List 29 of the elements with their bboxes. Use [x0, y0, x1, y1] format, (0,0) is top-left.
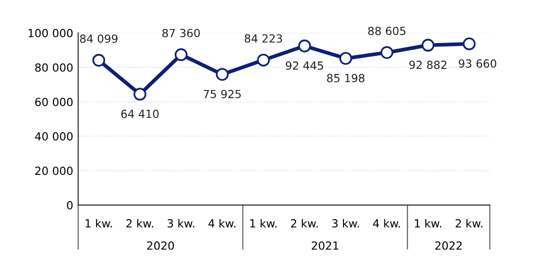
x-tick-label: 2 kw. [126, 218, 154, 228]
data-label: 84 099 [80, 34, 118, 43]
x-tick-label: 4 kw. [208, 218, 236, 228]
text: 2022 [435, 241, 462, 250]
data-label: 85 198 [327, 74, 364, 82]
x-tick-label: 4 kw. [373, 218, 400, 228]
text: 2020 [147, 241, 174, 250]
data-label: 84 223 [244, 34, 282, 43]
data-label: 87 360 [162, 28, 200, 38]
text: 2021 [312, 241, 338, 250]
y-tick-label: 80 000 [35, 63, 73, 72]
y-tick-label: 40 000 [34, 132, 73, 141]
y-tick-label: 20 000 [35, 166, 73, 176]
x-tick-label: 2 kw. [291, 218, 318, 228]
x-tick-label: 1 kw. [414, 218, 442, 228]
x-tick-label: 1 kw. [250, 218, 277, 228]
data-label: 64 410 [121, 110, 159, 118]
x-tick-label: 3 kw. [168, 218, 194, 228]
data-label: 92 445 [286, 61, 324, 70]
data-label: 75 925 [204, 90, 241, 98]
y-tick-label: 0 [66, 201, 73, 210]
x-tick-label: 1 kw. [86, 218, 112, 228]
data-label: 92 882 [409, 60, 446, 70]
data-label: 88 605 [368, 26, 406, 36]
x-tick-label: 3 kw. [332, 218, 359, 228]
y-tick-label: 60 000 [35, 98, 73, 106]
x-tick-label: 2 kw. [456, 218, 482, 228]
data-label: 93 660 [458, 59, 496, 68]
y-tick-label: 100 000 [28, 28, 73, 38]
